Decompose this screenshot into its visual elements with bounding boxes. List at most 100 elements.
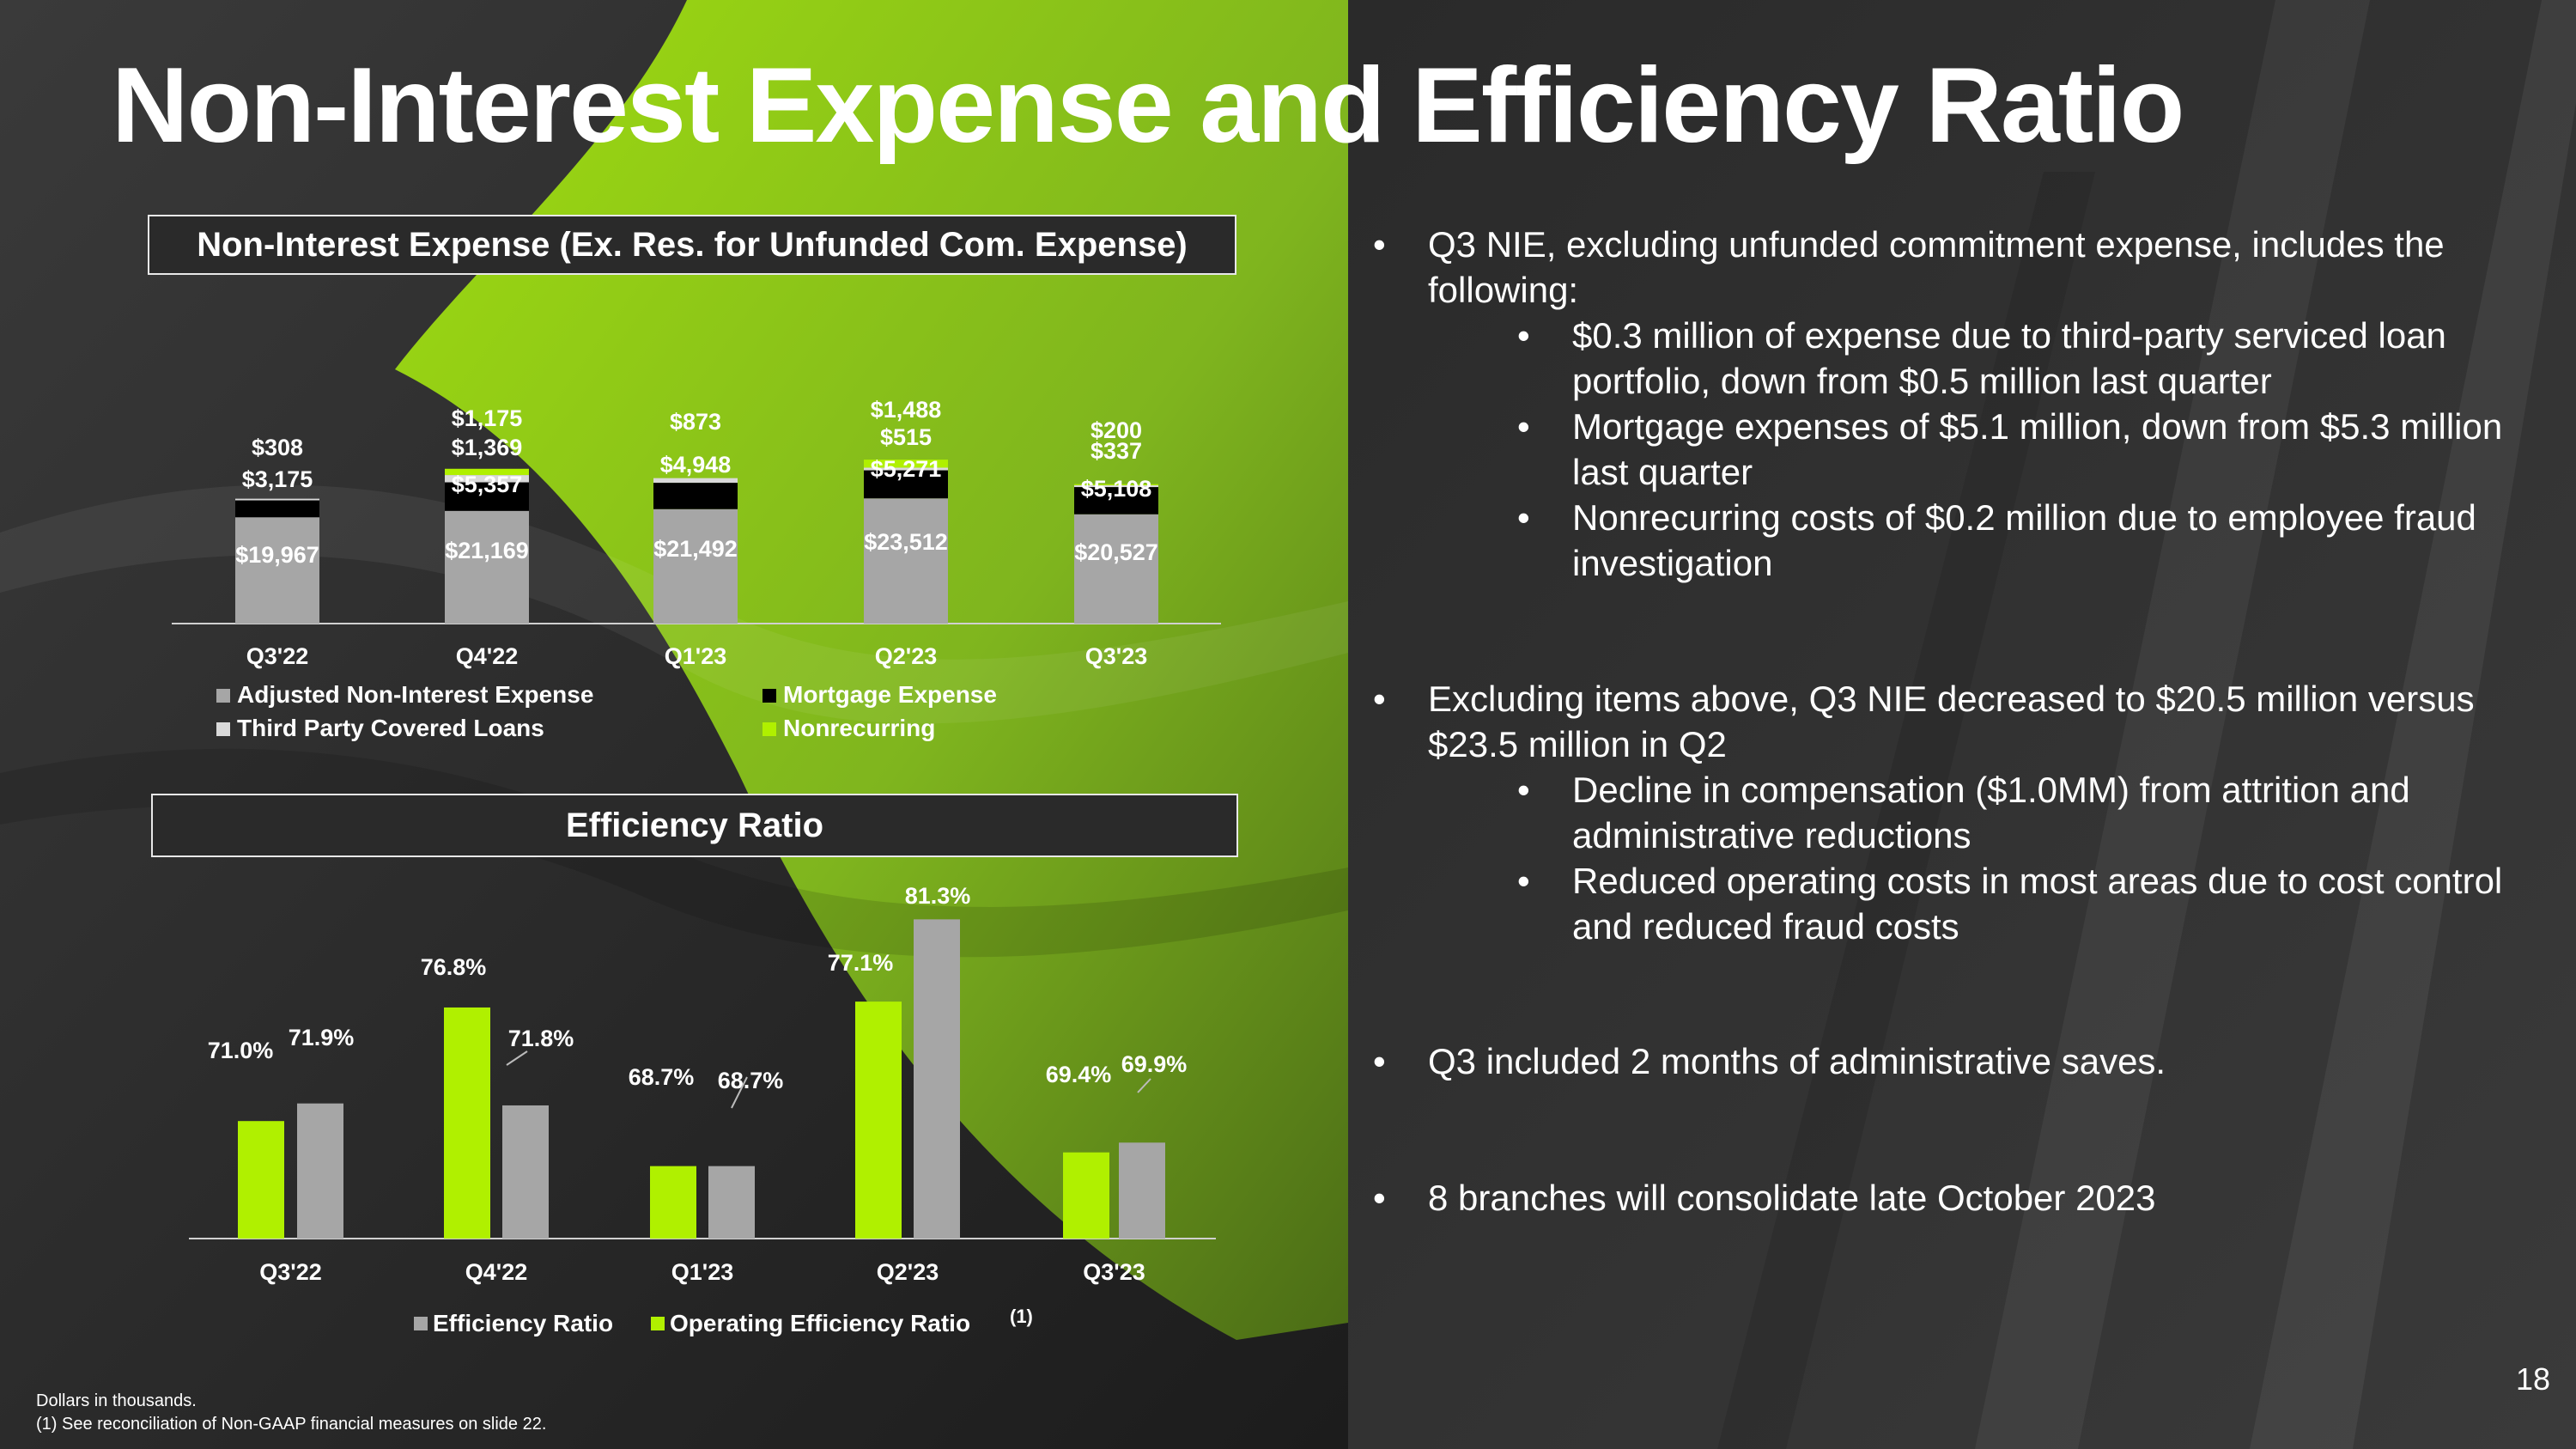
- eff-data-label: 69.9%: [1121, 1051, 1188, 1077]
- nie-category-label: Q4'22: [456, 643, 518, 669]
- sub-bullet: Decline in compensation ($1.0MM) from at…: [1428, 767, 2555, 858]
- eff-category-label: Q4'22: [465, 1259, 527, 1285]
- eff-bar-operating-efficiency-ratio-2: [650, 1166, 696, 1239]
- footnote-reconciliation: (1) See reconciliation of Non-GAAP finan…: [36, 1415, 547, 1434]
- nie-legend-swatch: [762, 689, 776, 703]
- eff-bar-efficiency-ratio-4: [1119, 1142, 1165, 1239]
- nie-chart-title: Non-Interest Expense (Ex. Res. for Unfun…: [148, 215, 1236, 275]
- eff-bar-efficiency-ratio-1: [502, 1105, 549, 1239]
- eff-legend-label: Efficiency Ratio: [433, 1310, 613, 1336]
- nie-bar-mortgage-expense-0: [235, 500, 319, 518]
- eff-category-label: Q3'23: [1083, 1259, 1145, 1285]
- nie-bar-adjusted-non-interest-expense-2: [653, 508, 738, 624]
- eff-data-label: 71.8%: [508, 1026, 574, 1051]
- eff-bar-operating-efficiency-ratio-0: [238, 1121, 284, 1239]
- nie-data-label: $308: [252, 435, 303, 460]
- sub-bullet: Mortgage expenses of $5.1 million, down …: [1428, 404, 2555, 495]
- nie-bar-adjusted-non-interest-expense-4: [1074, 514, 1158, 624]
- efficiency-chart-title: Efficiency Ratio: [151, 794, 1238, 857]
- nie-legend-swatch: [762, 722, 776, 736]
- nie-legend-label: Nonrecurring: [783, 715, 935, 741]
- nie-data-label: $19,967: [235, 542, 319, 568]
- page-number: 18: [2515, 1361, 2550, 1397]
- nie-data-label: $873: [670, 409, 721, 435]
- nie-category-label: Q3'23: [1085, 643, 1147, 669]
- sub-bullet: $0.3 million of expense due to third-par…: [1428, 313, 2555, 404]
- eff-data-label: 68.7%: [629, 1064, 695, 1090]
- nie-data-label: $200: [1091, 417, 1142, 443]
- nie-bar-third-party-covered-loans-3: [864, 467, 948, 471]
- eff-bar-operating-efficiency-ratio-3: [855, 1002, 902, 1239]
- eff-data-label: 71.0%: [208, 1038, 274, 1063]
- bullet-administrative-saves: Q3 included 2 months of administrative s…: [1370, 1038, 2555, 1084]
- eff-legend-swatch: [414, 1317, 428, 1330]
- nie-bar-third-party-covered-loans-1: [445, 475, 529, 483]
- nie-legend-swatch: [216, 722, 230, 736]
- eff-data-label: 68.7%: [718, 1068, 784, 1093]
- nie-data-label: $4,948: [660, 452, 732, 478]
- nie-category-label: Q3'22: [246, 643, 308, 669]
- eff-bar-efficiency-ratio-2: [708, 1166, 755, 1239]
- nie-bar-nonrecurring-4: [1074, 484, 1158, 485]
- eff-data-label: 71.9%: [289, 1025, 355, 1050]
- eff-leader-line: [1137, 1078, 1151, 1093]
- nie-bar-nonrecurring-1: [445, 468, 529, 476]
- nie-data-label: $3,175: [242, 466, 313, 492]
- eff-bar-efficiency-ratio-3: [914, 919, 960, 1239]
- nie-category-label: Q2'23: [875, 643, 937, 669]
- nie-bar-third-party-covered-loans-4: [1074, 484, 1158, 488]
- nie-data-label: $5,271: [871, 456, 942, 482]
- eff-category-label: Q3'22: [259, 1259, 321, 1285]
- eff-data-label: 76.8%: [421, 954, 487, 980]
- bullet-branch-consolidation: 8 branches will consolidate late October…: [1370, 1175, 2555, 1221]
- nie-legend-label: Adjusted Non-Interest Expense: [237, 681, 593, 708]
- nie-data-label: $1,488: [871, 397, 942, 423]
- nie-data-label: $5,357: [452, 472, 523, 497]
- nie-bar-mortgage-expense-4: [1074, 487, 1158, 514]
- sub-bullet: Nonrecurring costs of $0.2 million due t…: [1428, 495, 2555, 586]
- nie-data-label: $23,512: [864, 529, 948, 555]
- nie-bar-third-party-covered-loans-2: [653, 478, 738, 484]
- nie-bar-third-party-covered-loans-0: [235, 498, 319, 501]
- eff-bar-operating-efficiency-ratio-4: [1063, 1152, 1109, 1239]
- nie-category-label: Q1'23: [665, 643, 726, 669]
- nie-data-label: $1,369: [452, 435, 523, 460]
- eff-data-label: 77.1%: [828, 950, 894, 976]
- nie-bar-nonrecurring-3: [864, 460, 948, 468]
- eff-data-label: 81.3%: [905, 883, 971, 909]
- nie-data-label: $1,175: [452, 405, 523, 431]
- eff-legend-footnote-marker: (1): [1010, 1306, 1033, 1327]
- eff-leader-line: [506, 1050, 528, 1066]
- eff-category-label: Q1'23: [671, 1259, 733, 1285]
- nie-bar-adjusted-non-interest-expense-1: [445, 510, 529, 624]
- nie-data-label: $21,169: [445, 538, 529, 563]
- nie-data-label: $5,108: [1081, 476, 1152, 502]
- efficiency-ratio-chart: 71.0% 71.9% Q3'22 76.8% 71.8% Q4'22 68.7% 68.7%…: [189, 883, 1216, 1336]
- nie-data-label: $21,492: [653, 536, 738, 562]
- nie-bar-adjusted-non-interest-expense-3: [864, 498, 948, 624]
- eff-data-label: 69.4%: [1046, 1062, 1112, 1087]
- nie-bar-mortgage-expense-1: [445, 482, 529, 511]
- eff-legend-label: Operating Efficiency Ratio: [670, 1310, 970, 1336]
- sub-bullet: Reduced operating costs in most areas du…: [1428, 858, 2555, 949]
- eff-bar-operating-efficiency-ratio-1: [444, 1007, 490, 1239]
- eff-leader-line: [731, 1076, 748, 1109]
- nie-data-label: $20,527: [1074, 539, 1158, 565]
- bullet-nie-items: Q3 NIE, excluding unfunded commitment ex…: [1370, 222, 2555, 586]
- non-interest-expense-chart: $19,967 $3,175 $308 Q3'22 $21,169 $5,357 $1,36…: [172, 397, 1221, 741]
- nie-legend-label: Third Party Covered Loans: [237, 715, 544, 741]
- footnote-units: Dollars in thousands.: [36, 1391, 197, 1410]
- slide-title: Non-Interest Expense and Efficiency Rati…: [112, 46, 2184, 165]
- commentary-bullets: Q3 NIE, excluding unfunded commitment ex…: [1370, 222, 2555, 1221]
- bullet-nie-decrease: Excluding items above, Q3 NIE decreased …: [1370, 676, 2555, 949]
- nie-legend-label: Mortgage Expense: [783, 681, 997, 708]
- nie-legend-swatch: [216, 689, 230, 703]
- eff-legend-swatch: [651, 1317, 665, 1330]
- nie-bar-mortgage-expense-3: [864, 470, 948, 499]
- eff-category-label: Q2'23: [877, 1259, 939, 1285]
- eff-bar-efficiency-ratio-0: [297, 1103, 343, 1239]
- nie-bar-mortgage-expense-2: [653, 483, 738, 509]
- nie-data-label: $515: [880, 424, 932, 450]
- nie-bar-adjusted-non-interest-expense-0: [235, 517, 319, 624]
